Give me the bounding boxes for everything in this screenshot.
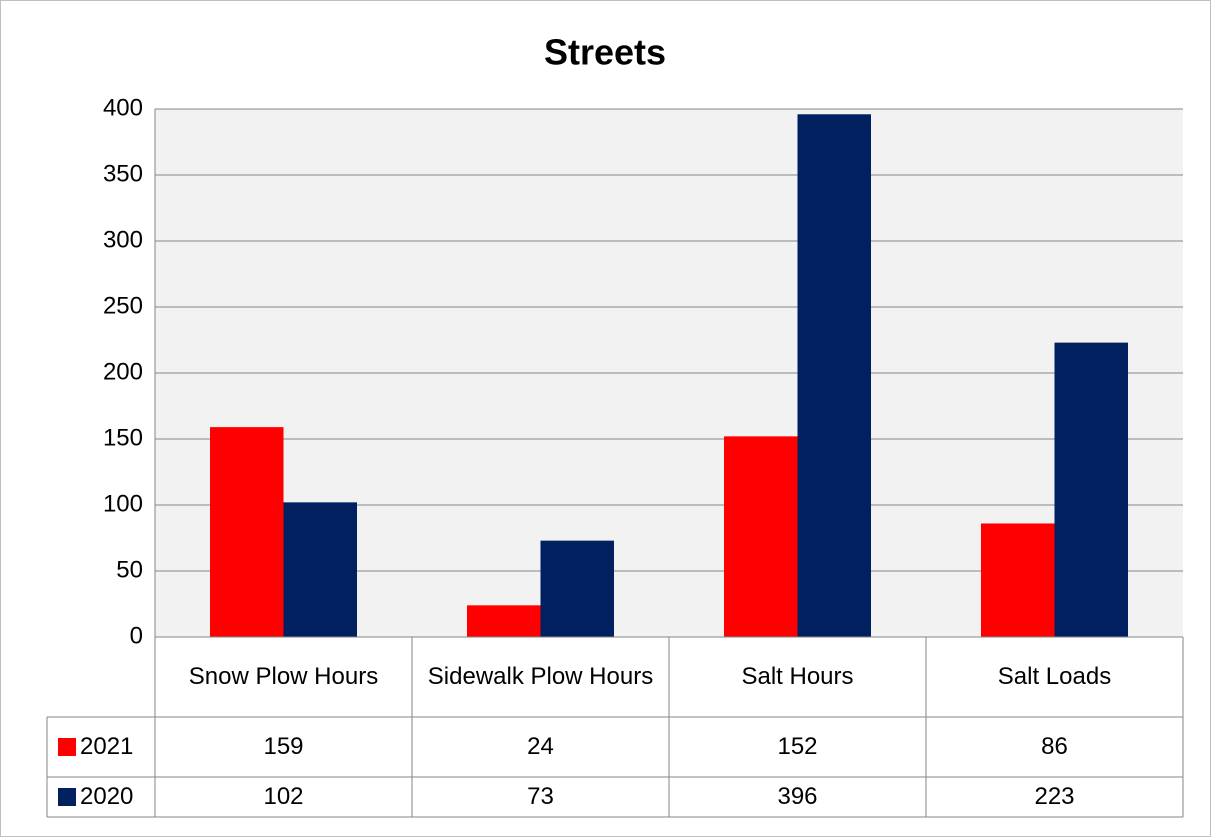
y-tick-label: 400 xyxy=(103,94,143,121)
y-tick-label: 0 xyxy=(130,622,143,649)
y-tick-label: 50 xyxy=(116,556,143,583)
data-label: 102 xyxy=(263,783,304,810)
data-label: 86 xyxy=(1041,733,1068,760)
legend-key xyxy=(58,788,76,806)
legend-label: 2020 xyxy=(80,783,134,810)
bar xyxy=(1054,342,1128,637)
y-tick-label: 250 xyxy=(103,292,143,319)
data-label: 223 xyxy=(1034,783,1075,810)
bar xyxy=(724,436,798,637)
x-tick-label: Salt Loads xyxy=(997,663,1112,690)
y-tick-label: 100 xyxy=(103,490,143,517)
y-tick-label: 200 xyxy=(103,358,143,385)
x-tick-label: Sidewalk Plow Hours xyxy=(427,663,654,690)
bar xyxy=(981,523,1055,637)
bar xyxy=(797,114,871,637)
y-tick-label: 300 xyxy=(103,226,143,253)
legend-label: 2021 xyxy=(80,733,134,760)
bar xyxy=(283,502,357,637)
bar xyxy=(467,605,541,637)
chart-title: Streets xyxy=(544,32,666,73)
x-tick-label: Snow Plow Hours xyxy=(188,663,379,690)
legend-key xyxy=(58,738,76,756)
bar xyxy=(210,427,284,637)
x-tick-label: Salt Hours xyxy=(741,663,854,690)
bar xyxy=(540,540,614,637)
data-label: 73 xyxy=(527,783,554,810)
y-tick-label: 150 xyxy=(103,424,143,451)
data-label: 24 xyxy=(527,733,554,760)
data-label: 159 xyxy=(263,733,304,760)
data-label: 152 xyxy=(777,733,818,760)
data-label: 396 xyxy=(777,783,818,810)
y-tick-label: 350 xyxy=(103,160,143,187)
